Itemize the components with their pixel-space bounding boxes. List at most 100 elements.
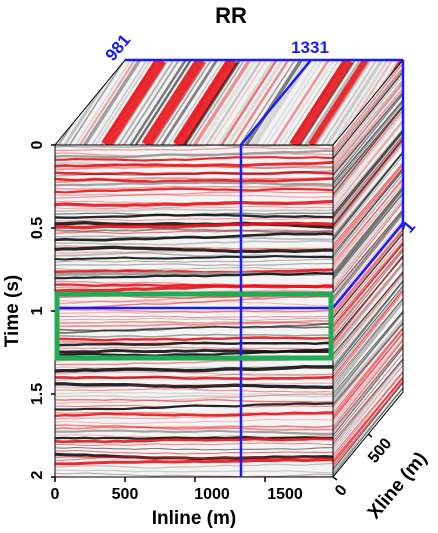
top-streak	[416, 60, 438, 145]
seismic-reflector	[55, 322, 333, 334]
top-streak	[75, 60, 132, 145]
side-streak	[333, 372, 403, 459]
seismic-reflector	[55, 258, 333, 263]
side-streak	[333, 273, 403, 361]
side-streak	[333, 209, 403, 294]
side-streak	[333, 74, 403, 162]
top-streak	[289, 60, 353, 145]
seismic-reflector	[55, 425, 333, 430]
seismic-reflector	[55, 170, 333, 176]
side-streak	[333, 69, 403, 156]
side-streak	[333, 230, 403, 316]
top-streak	[188, 60, 245, 145]
seismic-reflector	[55, 341, 333, 347]
seismic-reflector	[55, 373, 333, 382]
top-streak	[193, 60, 252, 145]
inline-slice-line-top	[240, 59, 312, 146]
side-streak	[333, 243, 403, 330]
time-axis-ticks: 0 0.5 1 1.5 2	[29, 140, 46, 479]
xline-axis	[332, 433, 373, 481]
side-streak	[333, 179, 403, 263]
time-tick: 0.5	[29, 217, 46, 239]
side-streak	[333, 382, 403, 470]
top-streak	[117, 60, 175, 145]
inline-axis-label: Inline (m)	[152, 508, 236, 529]
side-streak	[333, 196, 403, 282]
top-streak	[244, 60, 303, 145]
side-streak	[333, 310, 403, 394]
side-face	[333, 60, 403, 477]
inline-axis	[54, 477, 266, 482]
side-streak	[333, 167, 403, 252]
side-streak	[333, 311, 403, 400]
side-streak	[333, 150, 403, 235]
side-streak	[333, 67, 403, 154]
side-streak	[333, 380, 403, 467]
seismic-reflector	[55, 429, 333, 435]
time-axis	[51, 144, 55, 478]
side-streak	[333, 247, 403, 336]
top-streak	[331, 60, 389, 145]
side-streak	[333, 228, 403, 313]
seismic-reflector	[55, 254, 333, 261]
side-streak	[333, 298, 403, 386]
seismic-reflector	[55, 402, 333, 411]
side-streak	[333, 186, 403, 274]
seismic-reflector	[55, 213, 333, 219]
side-streak	[333, 164, 403, 249]
side-streak	[333, 177, 403, 266]
time-tick: 0	[29, 140, 46, 149]
top-streak	[94, 60, 152, 145]
side-streak	[333, 365, 403, 453]
side-streak	[333, 199, 403, 288]
seismic-reflector	[55, 145, 333, 148]
inline-tick: 0	[51, 486, 60, 503]
seismic-reflector	[55, 251, 333, 258]
seismic-reflector	[55, 190, 333, 199]
side-streak	[333, 113, 403, 201]
seismic-reflector	[55, 193, 333, 199]
seismic-reflector	[55, 319, 333, 328]
side-streak	[333, 345, 403, 434]
top-streak	[304, 60, 362, 145]
side-streak	[333, 135, 403, 224]
xline-tick: 0	[332, 482, 351, 500]
seismic-reflector	[55, 177, 333, 184]
side-streak	[333, 322, 403, 408]
seismic-reflector	[55, 199, 333, 208]
side-streak	[333, 376, 403, 465]
seismic-reflector	[55, 391, 333, 396]
side-streak	[333, 162, 403, 246]
side-streak	[333, 109, 403, 199]
side-streak	[333, 237, 403, 322]
top-streak	[91, 60, 148, 145]
side-streak	[333, 243, 403, 327]
seismic-reflector	[55, 271, 333, 280]
side-streak	[333, 353, 403, 439]
seismic-reflector	[55, 393, 333, 404]
inline-tick: 500	[112, 486, 139, 503]
top-streak	[299, 60, 356, 145]
seismic-reflector	[55, 413, 333, 420]
top-streak	[266, 60, 323, 145]
side-streak	[333, 168, 403, 257]
seismic-reflector	[55, 418, 333, 425]
side-streak	[333, 262, 403, 350]
inline-tick: 1000	[194, 486, 230, 503]
seismic-reflector	[55, 221, 333, 230]
side-streak	[333, 62, 403, 151]
seismic-reflector	[55, 205, 333, 210]
side-streak	[333, 271, 403, 355]
side-streak	[333, 289, 403, 378]
front-face-seismic-section	[55, 145, 333, 477]
side-streak	[333, 99, 403, 185]
seismic-reflector	[55, 411, 333, 418]
seismic-reflector	[55, 181, 333, 187]
top-streak	[217, 60, 275, 145]
side-streak	[333, 200, 403, 285]
side-streak	[333, 302, 403, 392]
side-streak	[333, 358, 403, 442]
seismic-reflector	[55, 147, 333, 152]
seismic-reflector	[55, 382, 333, 389]
side-streak	[333, 71, 403, 159]
